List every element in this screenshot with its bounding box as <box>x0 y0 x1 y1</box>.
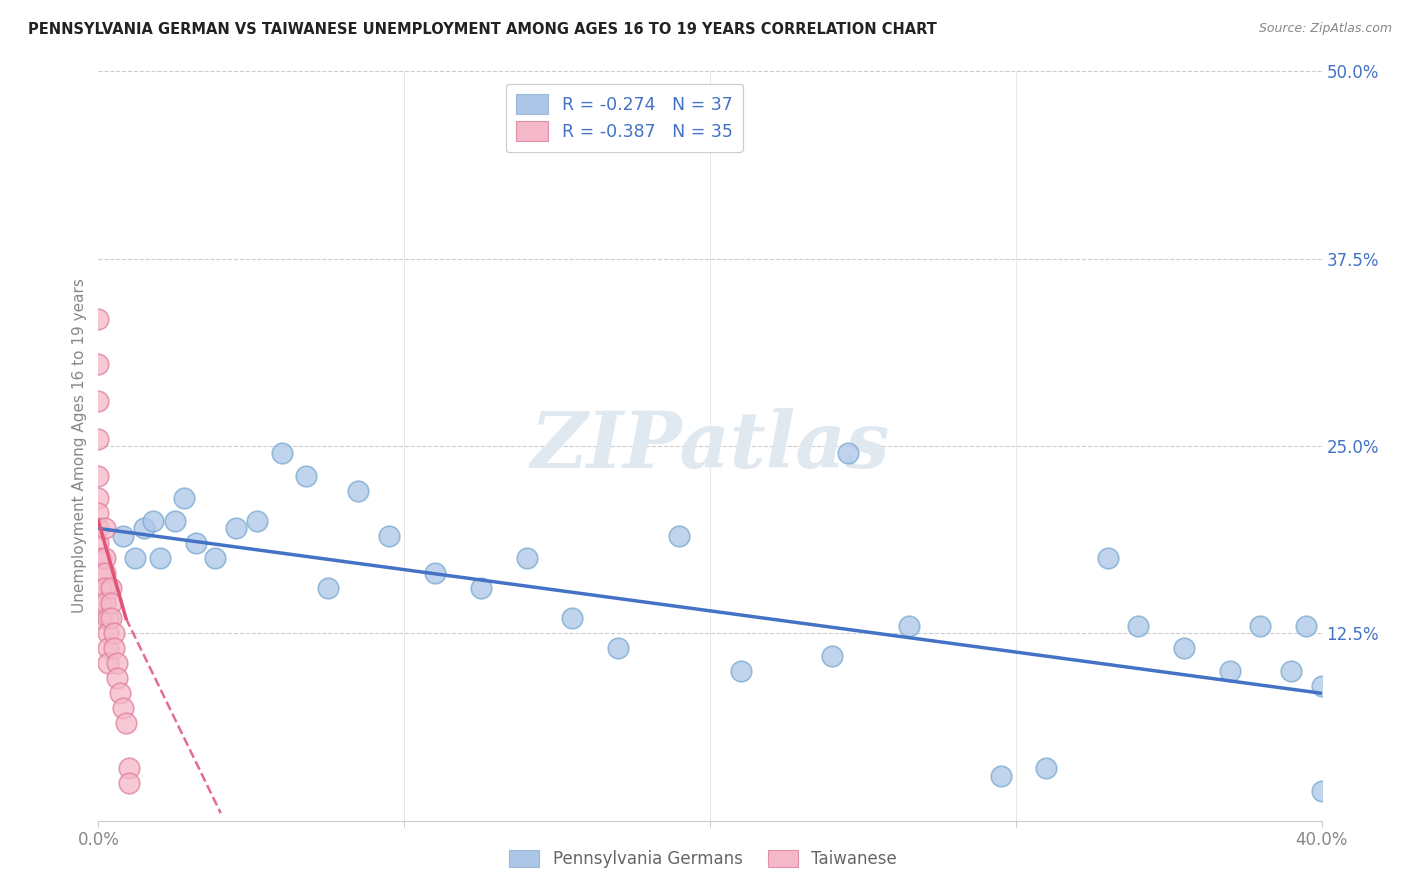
Point <box>97 611 120 625</box>
Point <box>118 761 141 775</box>
Point <box>90 596 112 610</box>
Point <box>100 582 122 596</box>
Point <box>103 641 125 656</box>
Point <box>225 521 247 535</box>
Point <box>87 507 110 521</box>
Point <box>149 551 172 566</box>
Point <box>1219 664 1241 678</box>
Point <box>90 551 112 566</box>
Point <box>97 657 120 671</box>
Point <box>1128 619 1150 633</box>
Point <box>87 357 110 371</box>
Point <box>97 626 120 640</box>
Point <box>163 514 186 528</box>
Point <box>668 529 690 543</box>
Point <box>90 611 112 625</box>
Point <box>100 611 122 625</box>
Point <box>87 432 110 446</box>
Point <box>821 648 844 663</box>
Legend: Pennsylvania Germans, Taiwanese: Pennsylvania Germans, Taiwanese <box>503 843 903 875</box>
Point <box>246 514 269 528</box>
Point <box>108 686 131 700</box>
Point <box>115 716 138 731</box>
Text: Source: ZipAtlas.com: Source: ZipAtlas.com <box>1258 22 1392 36</box>
Point <box>1310 679 1333 693</box>
Point <box>423 566 446 581</box>
Point <box>516 551 538 566</box>
Point <box>111 701 134 715</box>
Point <box>173 491 195 506</box>
Point <box>87 311 110 326</box>
Point <box>97 641 120 656</box>
Point <box>87 491 110 506</box>
Point <box>93 582 115 596</box>
Point <box>561 611 583 625</box>
Point <box>730 664 752 678</box>
Point <box>118 776 141 790</box>
Point <box>1310 783 1333 797</box>
Point <box>90 566 112 581</box>
Point <box>93 596 115 610</box>
Point <box>142 514 165 528</box>
Y-axis label: Unemployment Among Ages 16 to 19 years: Unemployment Among Ages 16 to 19 years <box>72 278 87 614</box>
Point <box>134 521 156 535</box>
Point <box>93 566 115 581</box>
Point <box>105 657 128 671</box>
Point <box>87 521 110 535</box>
Point <box>87 536 110 550</box>
Point <box>1097 551 1119 566</box>
Point <box>347 483 370 498</box>
Point <box>295 469 318 483</box>
Point <box>1295 619 1317 633</box>
Point <box>105 671 128 685</box>
Point <box>316 582 339 596</box>
Point <box>1173 641 1195 656</box>
Point <box>897 619 920 633</box>
Point <box>124 551 146 566</box>
Point <box>1035 761 1057 775</box>
Point <box>100 596 122 610</box>
Text: ZIPatlas: ZIPatlas <box>530 408 890 484</box>
Point <box>607 641 630 656</box>
Point <box>87 469 110 483</box>
Point <box>103 626 125 640</box>
Point <box>204 551 226 566</box>
Point <box>1249 619 1271 633</box>
Point <box>186 536 208 550</box>
Point <box>990 769 1012 783</box>
Point <box>93 521 115 535</box>
Point <box>837 446 859 460</box>
Point <box>270 446 292 460</box>
Point <box>111 529 134 543</box>
Point <box>93 551 115 566</box>
Text: PENNSYLVANIA GERMAN VS TAIWANESE UNEMPLOYMENT AMONG AGES 16 TO 19 YEARS CORRELAT: PENNSYLVANIA GERMAN VS TAIWANESE UNEMPLO… <box>28 22 936 37</box>
Point <box>1279 664 1302 678</box>
Point <box>87 394 110 409</box>
Point <box>90 582 112 596</box>
Point <box>470 582 492 596</box>
Point <box>378 529 401 543</box>
Legend: R = -0.274   N = 37, R = -0.387   N = 35: R = -0.274 N = 37, R = -0.387 N = 35 <box>506 84 742 152</box>
